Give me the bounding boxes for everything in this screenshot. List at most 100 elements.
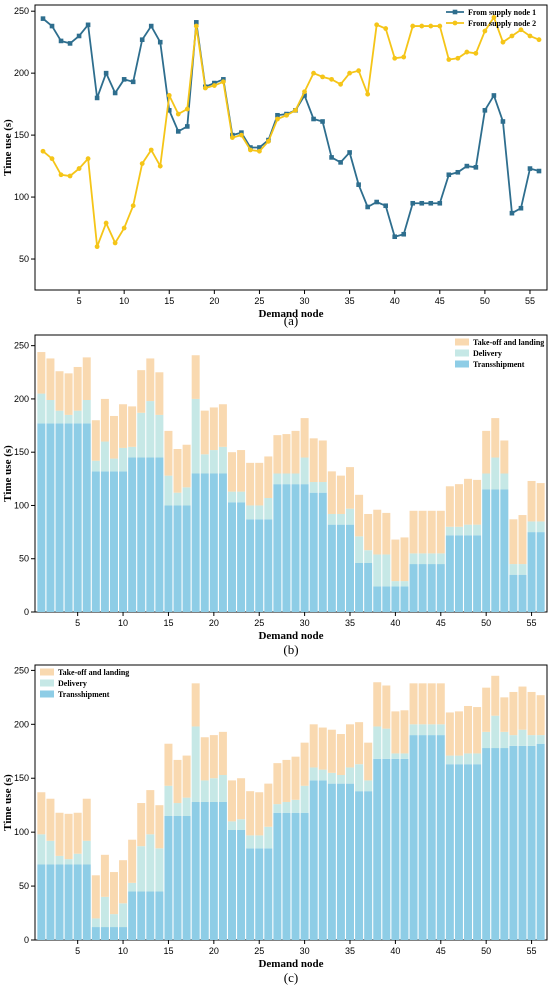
bar-takeoff-landing — [291, 756, 300, 800]
data-point-series2 — [329, 76, 334, 82]
bar-delivery — [146, 834, 155, 892]
data-point-series2 — [527, 33, 533, 39]
bar-transshipment — [173, 815, 182, 940]
bar-takeoff-landing — [445, 712, 454, 756]
bar-takeoff-landing — [427, 683, 436, 725]
y-tick-label: 50 — [19, 881, 29, 891]
bar-delivery — [182, 487, 191, 506]
bar-delivery — [336, 775, 345, 784]
y-tick-label: 100 — [14, 500, 29, 510]
bar-transshipment — [91, 471, 100, 612]
legend-marker-square — [452, 9, 458, 15]
data-point-series1 — [347, 150, 352, 155]
bar-transshipment — [200, 801, 209, 940]
x-tick-label: 35 — [345, 618, 355, 628]
bar-transshipment — [209, 801, 218, 940]
bar-delivery — [346, 767, 355, 784]
bar-delivery — [246, 505, 255, 520]
y-tick-label: 0 — [24, 607, 29, 617]
bar-transshipment — [37, 423, 46, 612]
data-point-series1 — [419, 200, 425, 206]
x-tick-label: 15 — [164, 296, 174, 306]
bar-takeoff-landing — [46, 798, 55, 841]
bar-takeoff-landing — [309, 438, 318, 483]
bar-transshipment — [46, 423, 55, 612]
bar-delivery — [264, 826, 273, 849]
data-point-series1 — [166, 108, 172, 113]
bar-delivery — [164, 785, 173, 816]
data-point-series1 — [121, 77, 127, 82]
data-point-series1 — [491, 93, 497, 98]
data-point-series2 — [85, 156, 91, 162]
bar-takeoff-landing — [237, 778, 246, 820]
bar-transshipment — [246, 519, 255, 612]
bar-transshipment — [464, 535, 473, 612]
bar-delivery — [464, 524, 473, 536]
data-point-series2 — [356, 68, 362, 74]
data-point-series2 — [103, 220, 109, 226]
bar-takeoff-landing — [327, 729, 336, 773]
bar-transshipment — [146, 457, 155, 612]
legend-label: From supply node 2 — [468, 19, 536, 28]
bar-transshipment — [536, 743, 545, 940]
bar-delivery — [327, 513, 336, 525]
bar-delivery — [109, 914, 118, 928]
panel-caption: (a) — [284, 313, 298, 328]
x-tick-label: 35 — [345, 946, 355, 956]
plot-frame — [34, 664, 548, 941]
bar-transshipment — [237, 502, 246, 612]
bar-transshipment — [336, 783, 345, 940]
data-point-series1 — [212, 80, 217, 86]
bar-transshipment — [409, 564, 418, 612]
bar-takeoff-landing — [282, 759, 291, 802]
bar-delivery — [100, 896, 109, 928]
bar-transshipment — [364, 791, 373, 940]
y-tick-label: 250 — [14, 6, 29, 16]
bar-takeoff-landing — [400, 710, 409, 754]
data-point-series1 — [518, 205, 524, 211]
bar-delivery — [155, 414, 164, 458]
x-tick-label: 5 — [75, 618, 80, 628]
bar-takeoff-landing — [282, 434, 291, 474]
data-point-series2 — [266, 138, 271, 144]
data-point-series2 — [67, 173, 73, 179]
x-tick-label: 50 — [481, 946, 491, 956]
bar-delivery — [227, 491, 236, 503]
bar-delivery — [46, 840, 55, 865]
data-point-series2 — [40, 148, 46, 154]
x-tick-label: 55 — [525, 296, 535, 306]
legend-label: Transshipment — [58, 690, 110, 699]
bar-delivery — [391, 581, 400, 587]
bar-transshipment — [137, 891, 146, 940]
bar-transshipment — [346, 524, 355, 612]
bar-transshipment — [509, 745, 518, 940]
bar-takeoff-landing — [182, 755, 191, 798]
data-point-series2 — [536, 37, 542, 43]
bar-takeoff-landing — [64, 813, 73, 860]
bar-takeoff-landing — [227, 452, 236, 492]
bar-delivery — [137, 846, 146, 892]
bar-delivery — [482, 473, 491, 490]
bar-transshipment — [373, 758, 382, 940]
data-point-series2 — [193, 23, 199, 29]
bar-transshipment — [109, 471, 118, 612]
data-point-series1 — [112, 90, 118, 96]
data-point-series2 — [392, 55, 398, 61]
bar-delivery — [146, 401, 155, 458]
bar-transshipment — [209, 473, 218, 612]
bar-takeoff-landing — [64, 373, 73, 415]
bar-takeoff-landing — [91, 875, 100, 919]
bar-transshipment — [37, 864, 46, 940]
bar-takeoff-landing — [473, 479, 482, 525]
data-point-series2 — [293, 107, 298, 113]
bar-delivery — [173, 492, 182, 506]
bar-transshipment — [182, 505, 191, 612]
bar-takeoff-landing — [482, 687, 491, 732]
bar-transshipment — [318, 492, 327, 612]
bar-transshipment — [282, 812, 291, 940]
bar-transshipment — [355, 562, 364, 612]
data-point-series2 — [437, 23, 443, 29]
bar-transshipment — [518, 745, 527, 940]
data-point-series1 — [374, 199, 379, 205]
data-point-series1 — [446, 172, 452, 178]
